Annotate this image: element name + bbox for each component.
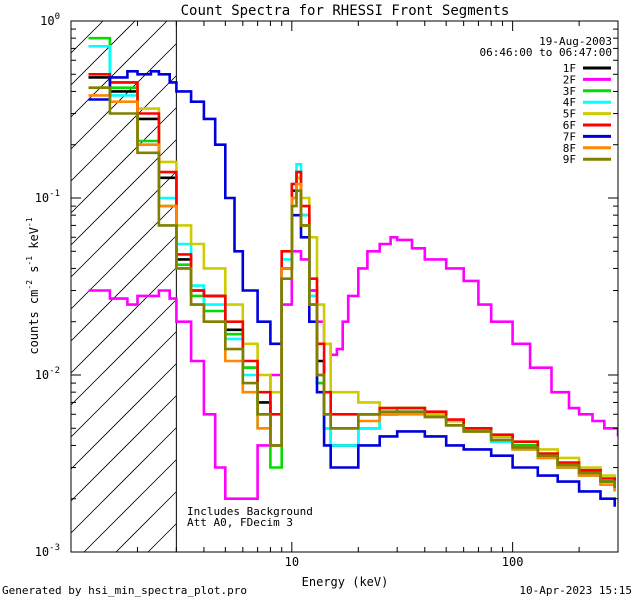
x-tick-label-10: 10	[285, 555, 299, 569]
hatch-lines	[71, 21, 177, 552]
axis-ticks: 10 100 100 10-1 10-2 10-3	[35, 12, 619, 569]
legend-label-5f: 5F	[563, 108, 576, 121]
chart-title: Count Spectra for RHESSI Front Segments	[181, 3, 510, 19]
y-axis-label-exp3: -1	[25, 217, 34, 227]
y-axis-label-part1: counts cm	[27, 290, 41, 355]
legend-label-9f: 9F	[563, 153, 576, 166]
series-lines	[88, 36, 618, 507]
y-axis-label-exp2: -1	[25, 256, 34, 266]
timestamp-label: 10-Apr-2023 15:15	[519, 584, 632, 597]
y-tick-label-0: 100	[40, 12, 60, 28]
time-range-label: 06:46:00 to 06:47:00	[480, 46, 612, 59]
series-6f-line	[88, 73, 616, 485]
legend-label-6f: 6F	[563, 119, 576, 132]
date-label: 19-Aug-2003	[539, 35, 612, 48]
series-8f-line	[88, 94, 616, 492]
y-tick-label-1: 10-1	[35, 189, 60, 205]
legend-label-3f: 3F	[563, 85, 576, 98]
annotation-attenuator: Att A0, FDecim 3	[187, 516, 293, 529]
y-axis-label-part2: s	[27, 266, 41, 280]
series-5f-line	[88, 81, 616, 482]
legend-label-1f: 1F	[563, 62, 576, 75]
legend-label-8f: 8F	[563, 142, 576, 155]
legend-label-7f: 7F	[563, 130, 576, 143]
y-axis-label-exp1: -2	[25, 280, 34, 290]
plot-frame	[70, 20, 619, 553]
series-2f-line	[88, 236, 618, 500]
legend-label-2f: 2F	[563, 73, 576, 86]
series-4f-line	[88, 45, 616, 492]
y-tick-label-2: 10-2	[35, 366, 60, 382]
generated-by-label: Generated by hsi_min_spectra_plot.pro	[2, 584, 248, 597]
x-axis-label: Energy (keV)	[302, 575, 389, 589]
y-tick-label-3: 10-3	[35, 543, 60, 559]
series-3f-line	[88, 36, 616, 488]
excluded-energy-hatch	[71, 21, 177, 552]
x-tick-label-100: 100	[502, 555, 524, 569]
y-axis-label: counts cm-2 s-1 keV-1	[25, 217, 41, 354]
legend-label-4f: 4F	[563, 96, 576, 109]
annotation-background: Includes Background	[187, 505, 313, 518]
y-axis-label-part3: keV	[27, 227, 41, 256]
series-9f-line	[88, 86, 616, 488]
